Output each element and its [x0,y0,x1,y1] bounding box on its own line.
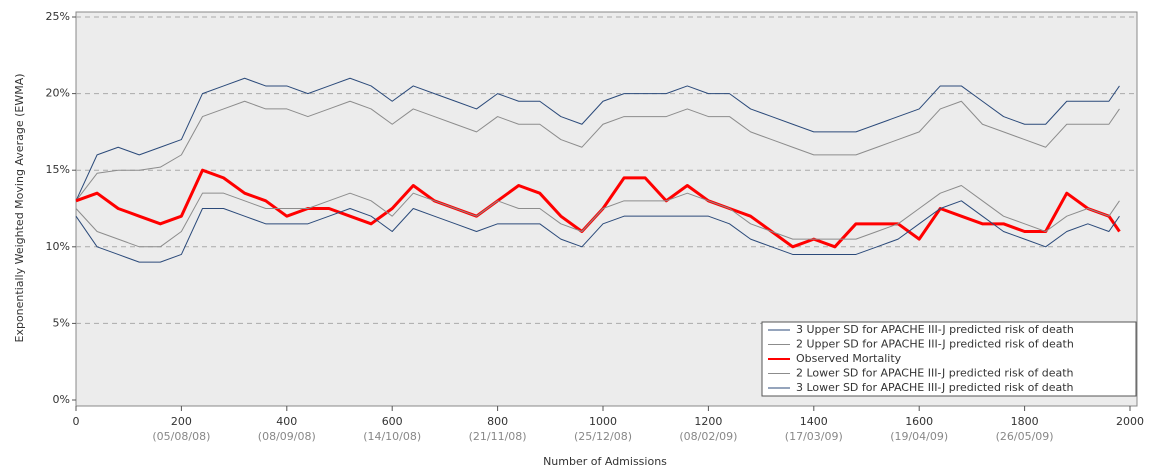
x-tick-label: 1800 [1011,415,1039,428]
y-tick-label: 20% [46,87,70,100]
y-tick-label: 0% [53,393,70,406]
x-tick-sublabel: (14/10/08) [363,430,421,443]
x-axis-title: Number of Admissions [543,455,667,468]
x-tick-label: 2000 [1116,415,1144,428]
x-tick-sublabel: (21/11/08) [469,430,527,443]
y-tick-label: 5% [53,316,70,329]
x-tick-sublabel: (08/09/08) [258,430,316,443]
legend-label: 3 Lower SD for APACHE III-J predicted ri… [796,381,1074,394]
x-tick-sublabel: (05/08/08) [152,430,210,443]
x-tick-sublabel: (08/02/09) [679,430,737,443]
series-line [75,200,1120,263]
y-tick-label: 10% [46,240,70,253]
x-tick-label: 800 [487,415,508,428]
x-tick-sublabel: (25/12/08) [574,430,632,443]
y-tick-label: 25% [46,10,70,23]
x-tick-label: 400 [276,415,297,428]
x-tick-label: 200 [171,415,192,428]
y-axis-title: Exponentially Weighted Moving Average (E… [13,73,26,342]
legend-box [761,321,1137,397]
y-tick-label: 15% [46,163,70,176]
x-tick-label: 1600 [905,415,933,428]
x-tick-label: 600 [382,415,403,428]
legend-label: 2 Lower SD for APACHE III-J predicted ri… [796,367,1074,380]
x-tick-sublabel: (19/04/09) [890,430,948,443]
legend-label: Observed Mortality [796,352,902,365]
legend-label: 2 Upper SD for APACHE III-J predicted ri… [796,338,1074,351]
x-tick-label: 1400 [800,415,828,428]
x-tick-label: 1000 [589,415,617,428]
legend-label: 3 Upper SD for APACHE III-J predicted ri… [796,323,1074,336]
x-tick-sublabel: (17/03/09) [785,430,843,443]
series-line [75,77,1120,202]
x-tick-sublabel: (26/05/09) [996,430,1054,443]
series-line [75,185,1120,248]
x-tick-label: 0 [73,415,80,428]
series-line [75,100,1120,202]
x-tick-label: 1200 [694,415,722,428]
